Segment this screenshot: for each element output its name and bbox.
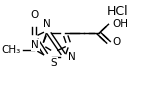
Text: O: O	[30, 10, 38, 20]
Text: N: N	[31, 40, 39, 50]
Text: O: O	[113, 37, 121, 47]
Text: N: N	[43, 19, 51, 29]
Text: S: S	[51, 58, 57, 68]
Text: OH: OH	[113, 19, 129, 29]
Text: N: N	[68, 52, 76, 62]
Text: HCl: HCl	[107, 5, 129, 18]
Text: CH₃: CH₃	[1, 44, 21, 55]
